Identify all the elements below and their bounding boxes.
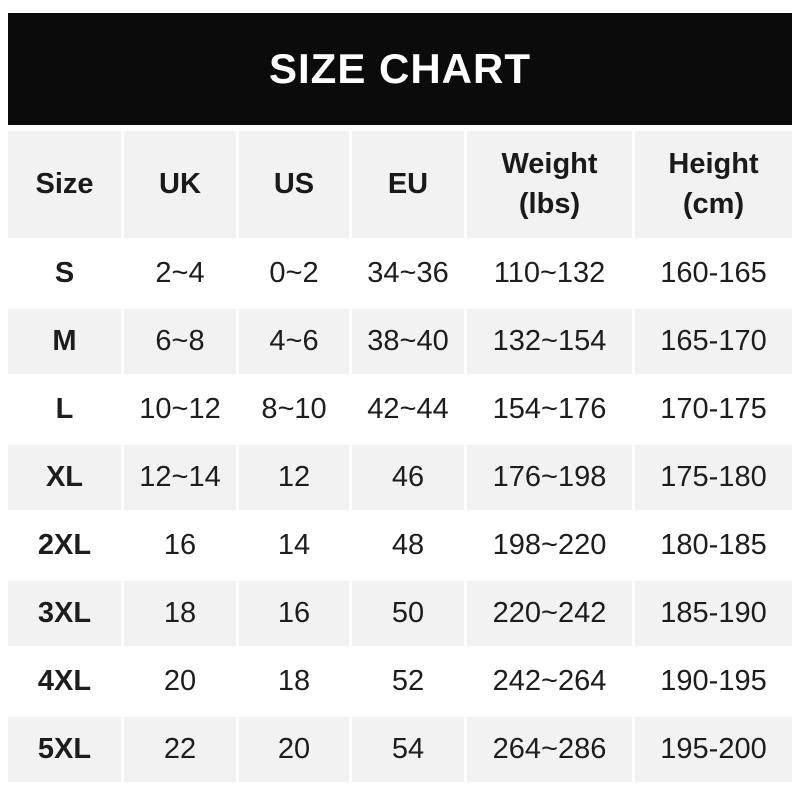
eu-cell: 52 (352, 649, 464, 714)
us-cell: 4~6 (239, 309, 349, 374)
us-cell: 14 (239, 513, 349, 578)
column-header-size: Size (8, 131, 121, 238)
height-cell: 190-195 (635, 649, 792, 714)
height-cell: 180-185 (635, 513, 792, 578)
table-row-s: S 2~4 0~2 34~36 110~132 160-165 (8, 241, 792, 306)
size-cell: 4XL (8, 649, 121, 714)
uk-cell: 18 (124, 581, 236, 646)
page-title: SIZE CHART (269, 45, 531, 92)
size-cell: 3XL (8, 581, 121, 646)
column-header-us: US (239, 131, 349, 238)
us-cell: 20 (239, 717, 349, 782)
height-cell: 170-175 (635, 377, 792, 442)
eu-cell: 50 (352, 581, 464, 646)
eu-cell: 46 (352, 445, 464, 510)
us-cell: 16 (239, 581, 349, 646)
uk-cell: 2~4 (124, 241, 236, 306)
uk-cell: 20 (124, 649, 236, 714)
table-row-2xl: 2XL 16 14 48 198~220 180-185 (8, 513, 792, 578)
column-header-height: Height (cm) (635, 131, 792, 238)
weight-cell: 154~176 (467, 377, 632, 442)
eu-cell: 54 (352, 717, 464, 782)
us-cell: 12 (239, 445, 349, 510)
table-row-3xl: 3XL 18 16 50 220~242 185-190 (8, 581, 792, 646)
eu-cell: 42~44 (352, 377, 464, 442)
size-cell: 5XL (8, 717, 121, 782)
height-cell: 185-190 (635, 581, 792, 646)
weight-cell: 242~264 (467, 649, 632, 714)
table-row-m: M 6~8 4~6 38~40 132~154 165-170 (8, 309, 792, 374)
size-cell: L (8, 377, 121, 442)
uk-cell: 16 (124, 513, 236, 578)
uk-cell: 12~14 (124, 445, 236, 510)
weight-cell: 198~220 (467, 513, 632, 578)
size-cell: M (8, 309, 121, 374)
column-header-uk: UK (124, 131, 236, 238)
height-cell: 165-170 (635, 309, 792, 374)
table-row-4xl: 4XL 20 18 52 242~264 190-195 (8, 649, 792, 714)
table-row-l: L 10~12 8~10 42~44 154~176 170-175 (8, 377, 792, 442)
us-cell: 8~10 (239, 377, 349, 442)
height-cell: 175-180 (635, 445, 792, 510)
size-chart-banner: SIZE CHART (8, 13, 792, 125)
size-cell: XL (8, 445, 121, 510)
size-chart-table: Size UK US EU Weight (lbs) Height (cm) S… (8, 131, 792, 782)
size-cell: 2XL (8, 513, 121, 578)
weight-cell: 110~132 (467, 241, 632, 306)
uk-cell: 10~12 (124, 377, 236, 442)
weight-cell: 264~286 (467, 717, 632, 782)
eu-cell: 34~36 (352, 241, 464, 306)
column-header-weight: Weight (lbs) (467, 131, 632, 238)
table-row-xl: XL 12~14 12 46 176~198 175-180 (8, 445, 792, 510)
eu-cell: 48 (352, 513, 464, 578)
us-cell: 0~2 (239, 241, 349, 306)
uk-cell: 22 (124, 717, 236, 782)
us-cell: 18 (239, 649, 349, 714)
height-cell: 195-200 (635, 717, 792, 782)
weight-cell: 176~198 (467, 445, 632, 510)
weight-cell: 220~242 (467, 581, 632, 646)
height-cell: 160-165 (635, 241, 792, 306)
table-row-5xl: 5XL 22 20 54 264~286 195-200 (8, 717, 792, 782)
table-header-row: Size UK US EU Weight (lbs) Height (cm) (8, 131, 792, 238)
column-header-eu: EU (352, 131, 464, 238)
weight-cell: 132~154 (467, 309, 632, 374)
size-cell: S (8, 241, 121, 306)
uk-cell: 6~8 (124, 309, 236, 374)
eu-cell: 38~40 (352, 309, 464, 374)
